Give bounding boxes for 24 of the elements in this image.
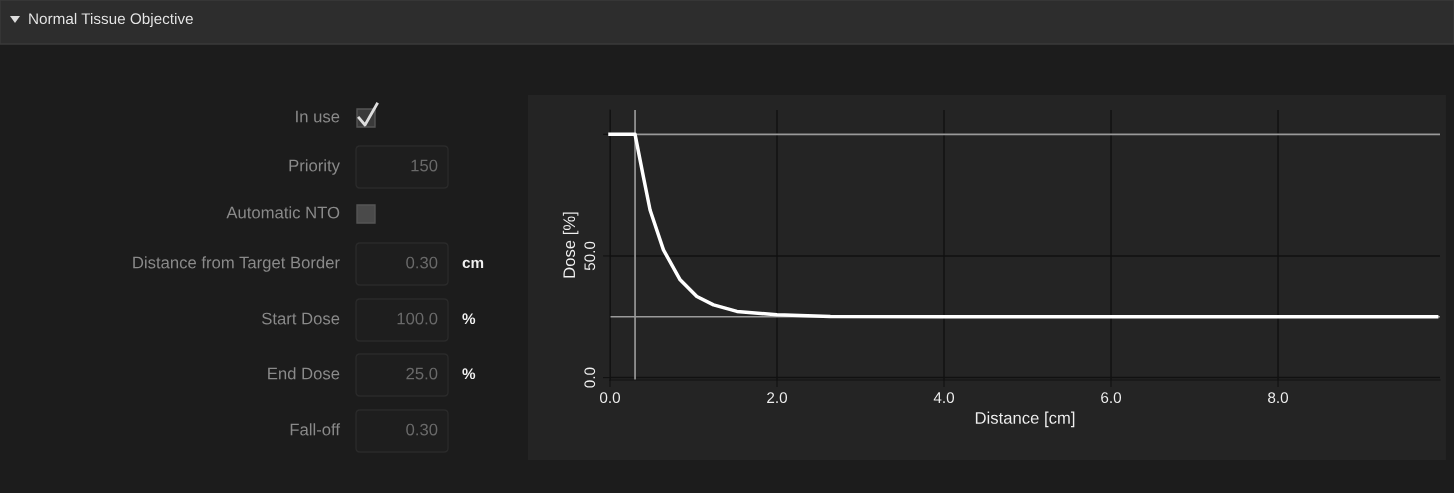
text: 0.30 bbox=[406, 256, 438, 269]
y-axis-title: Dose [%] bbox=[562, 212, 579, 278]
x-tick-label: 0.0 bbox=[599, 392, 621, 404]
text: Fall-off bbox=[290, 423, 341, 436]
text: Distance from Target Border bbox=[133, 256, 340, 272]
text: cm bbox=[462, 259, 484, 269]
x-tick-label: 8.0 bbox=[1268, 392, 1289, 404]
text: 25.0 bbox=[406, 367, 438, 380]
text: % bbox=[462, 368, 476, 380]
x-axis-title: Distance [cm] bbox=[975, 411, 1075, 428]
text: 150 bbox=[411, 159, 438, 172]
y-tick-label: 50.0 bbox=[584, 241, 596, 271]
text: 0.30 bbox=[406, 423, 438, 436]
text: Priority bbox=[289, 159, 340, 175]
x-tick-label: 6.0 bbox=[1101, 392, 1122, 404]
text: % bbox=[462, 313, 476, 325]
text: Normal Tissue Objective bbox=[29, 12, 193, 28]
text: Automatic NTO bbox=[226, 206, 340, 219]
x-tick-label: 4.0 bbox=[933, 392, 955, 404]
text: End Dose bbox=[268, 367, 340, 380]
x-tick-label: 2.0 bbox=[767, 392, 788, 404]
text: 100.0 bbox=[397, 312, 438, 325]
text: In use bbox=[296, 110, 340, 123]
text: Start Dose bbox=[262, 312, 340, 325]
